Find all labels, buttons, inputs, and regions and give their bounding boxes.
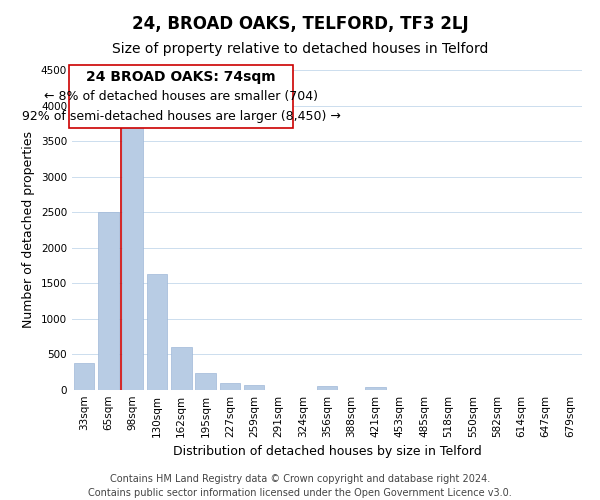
Bar (195, 373, 216, 390)
Text: 92% of semi-detached houses are larger (8,450) →: 92% of semi-detached houses are larger (… (22, 110, 341, 122)
Text: Contains HM Land Registry data © Crown copyright and database right 2024.
Contai: Contains HM Land Registry data © Crown c… (88, 474, 512, 498)
Bar (146, 274, 167, 390)
Bar (122, 127, 143, 390)
Y-axis label: Number of detached properties: Number of detached properties (22, 132, 35, 328)
Text: 24, BROAD OAKS, TELFORD, TF3 2LJ: 24, BROAD OAKS, TELFORD, TF3 2LJ (131, 15, 469, 33)
Bar (74, 363, 94, 390)
Text: Size of property relative to detached houses in Telford: Size of property relative to detached ho… (112, 42, 488, 56)
Bar (244, 386, 265, 390)
Bar (220, 383, 240, 390)
Text: 24 BROAD OAKS: 74sqm: 24 BROAD OAKS: 74sqm (86, 70, 276, 85)
X-axis label: Distribution of detached houses by size in Telford: Distribution of detached houses by size … (173, 446, 481, 458)
Bar (365, 387, 386, 390)
Bar (171, 348, 191, 390)
Text: ← 8% of detached houses are smaller (704): ← 8% of detached houses are smaller (704… (44, 90, 318, 103)
Bar (98, 212, 119, 390)
Bar (317, 386, 337, 390)
